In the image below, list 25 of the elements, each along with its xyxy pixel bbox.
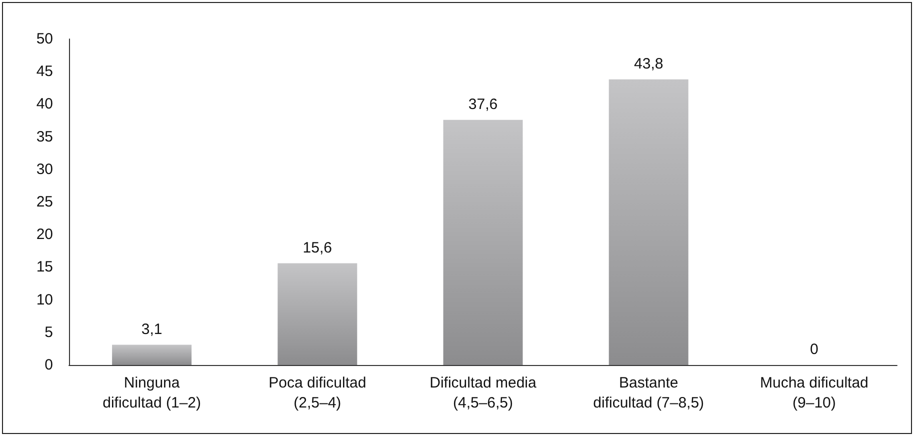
y-tick-label: 40 [36, 96, 53, 113]
data-label: 0 [810, 341, 818, 358]
bar [608, 79, 688, 365]
x-tick-label: Mucha dificultad (9–10) [760, 374, 868, 412]
y-tick-label: 20 [36, 226, 53, 244]
data-label: 15,6 [302, 239, 332, 256]
x-tick-label: Poca dificultad (2,5–4) [268, 374, 366, 412]
data-label: 43,8 [634, 55, 664, 72]
bar [112, 344, 192, 365]
y-tick-label: 10 [36, 291, 53, 308]
y-tick-label: 30 [36, 160, 53, 178]
x-tick-label: Dificultad media (4,5–6,5) [430, 374, 538, 412]
x-tick-label: Ninguna dificultad (1–2) [102, 374, 201, 412]
y-tick-label: 25 [36, 194, 53, 210]
y-tick-label: 50 [36, 30, 53, 48]
bar [278, 263, 358, 365]
x-tick-label: Bastante dificultad (7–8,5) [593, 374, 704, 412]
bar [443, 120, 523, 365]
y-tick-label: 15 [36, 258, 53, 276]
y-tick-label: 45 [36, 63, 53, 80]
data-label: 3,1 [141, 320, 162, 338]
y-tick-label: 5 [44, 324, 53, 341]
y-tick-label: 0 [44, 356, 53, 374]
data-label: 37,6 [468, 96, 498, 113]
y-tick-label: 35 [36, 128, 53, 146]
